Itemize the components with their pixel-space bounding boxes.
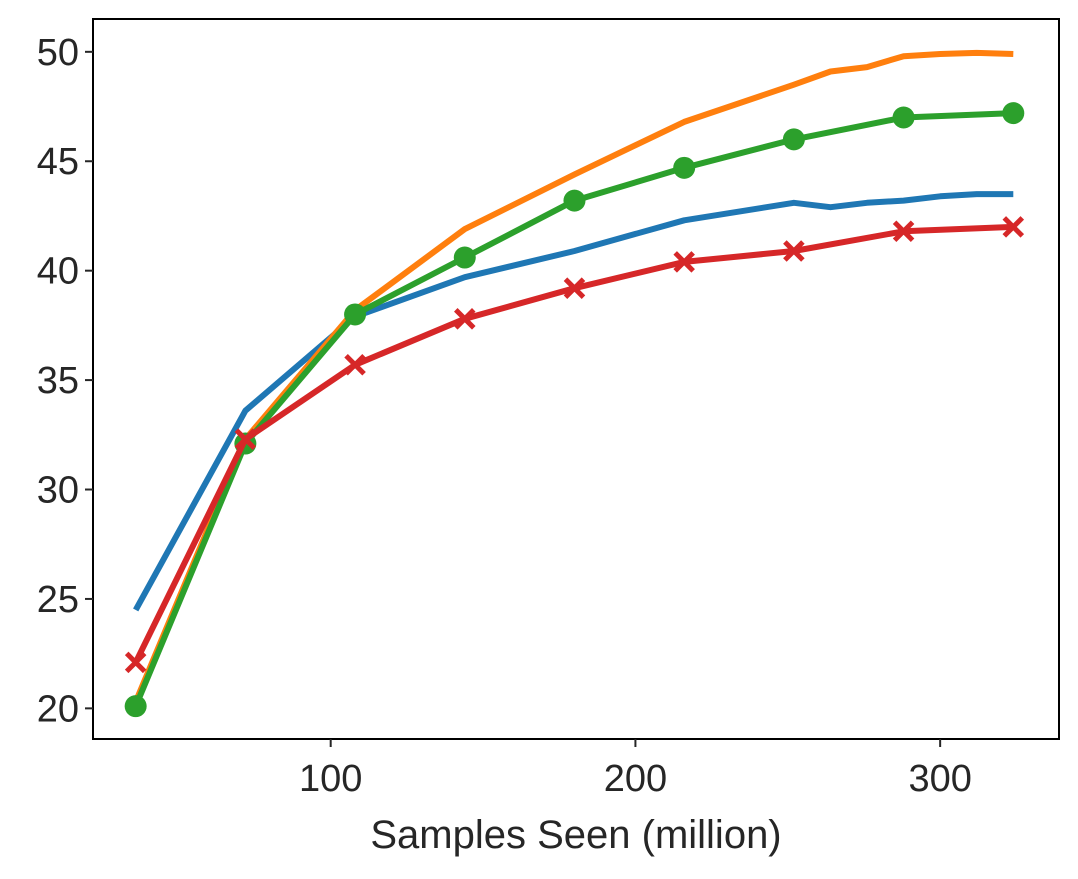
point-green-4 bbox=[563, 189, 586, 212]
point-green-3 bbox=[453, 246, 476, 269]
x-axis: 100 200 300 bbox=[299, 739, 972, 800]
x-tick-label-300: 300 bbox=[908, 758, 971, 800]
plot-frame bbox=[92, 18, 1060, 740]
series-orange bbox=[132, 49, 1014, 703]
y-tick-label-20: 20 bbox=[37, 688, 79, 730]
point-red-1 bbox=[234, 428, 257, 450]
series-green bbox=[124, 102, 1025, 718]
point-red-2 bbox=[344, 354, 366, 376]
y-tick-label-45: 45 bbox=[37, 141, 79, 183]
point-red-4 bbox=[563, 277, 586, 299]
y-tick-label-40: 40 bbox=[37, 251, 79, 293]
y-tick-label-30: 30 bbox=[37, 470, 79, 512]
series-line-red bbox=[133, 223, 1014, 664]
point-red-8 bbox=[1002, 216, 1025, 238]
y-tick-label-25: 25 bbox=[37, 579, 79, 621]
x-tick-label-200: 200 bbox=[604, 758, 667, 800]
point-red-7 bbox=[892, 220, 915, 243]
point-red-3 bbox=[454, 308, 476, 330]
point-red-6 bbox=[783, 240, 805, 262]
point-red-0 bbox=[124, 651, 147, 674]
point-green-7 bbox=[892, 106, 915, 129]
series-line-orange bbox=[132, 49, 1014, 703]
point-green-2 bbox=[344, 303, 367, 326]
series-red bbox=[124, 216, 1025, 674]
y-tick-label-50: 50 bbox=[37, 32, 79, 74]
x-axis-title: Samples Seen (million) bbox=[370, 813, 781, 857]
series-blue bbox=[133, 191, 1014, 612]
point-green-8 bbox=[1002, 102, 1025, 125]
y-axis: 20 25 30 35 40 45 50 bbox=[37, 32, 93, 730]
point-green-0 bbox=[124, 695, 147, 718]
point-red-5 bbox=[673, 251, 695, 273]
series-layer bbox=[124, 49, 1025, 718]
series-line-blue bbox=[133, 191, 1014, 612]
point-green-6 bbox=[782, 128, 805, 151]
y-tick-label-35: 35 bbox=[37, 360, 79, 402]
x-tick-label-100: 100 bbox=[299, 758, 362, 800]
point-green-5 bbox=[673, 156, 696, 179]
